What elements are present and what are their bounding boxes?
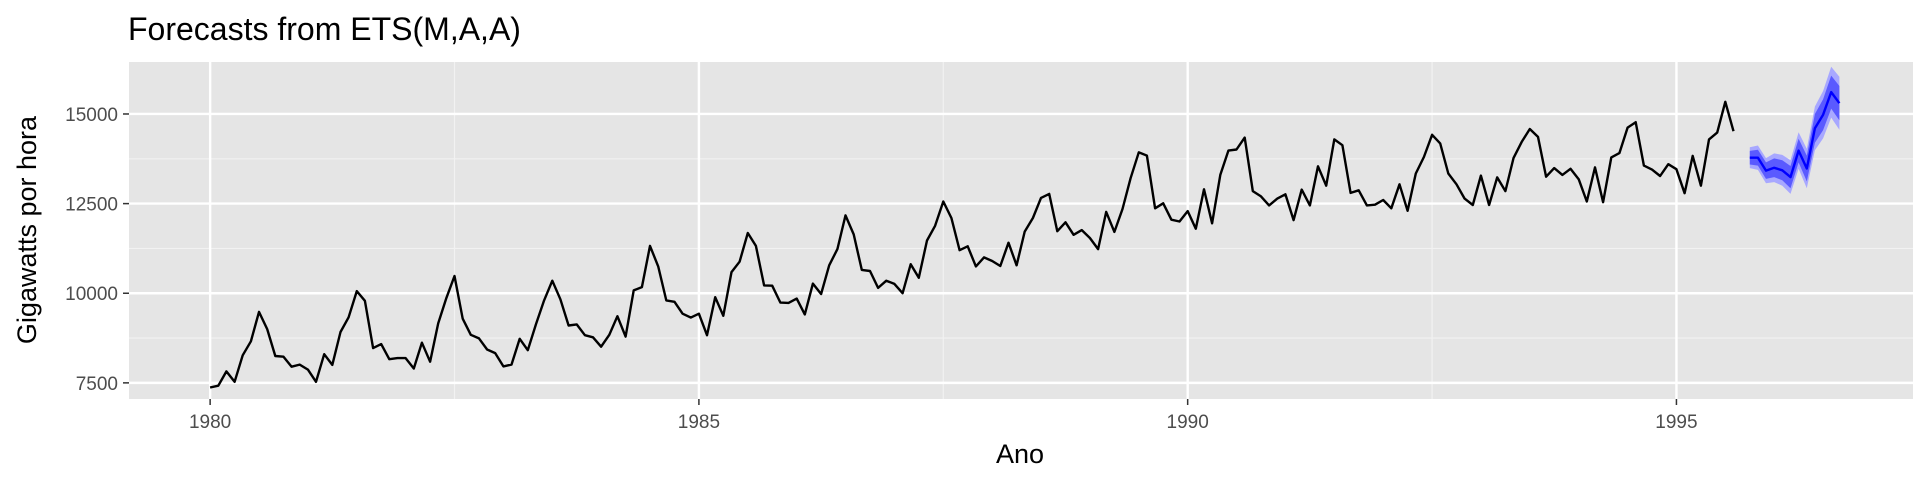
- grid-lines: [129, 62, 1913, 399]
- x-tick-label: 1995: [1655, 412, 1697, 433]
- y-tick-label: 7500: [76, 374, 118, 395]
- prediction-intervals: [1749, 66, 1840, 194]
- observed-series-line: [209, 100, 1735, 389]
- y-tick-label: 10000: [65, 284, 118, 305]
- x-tick-label: 1980: [189, 412, 231, 433]
- series-lines: [209, 90, 1841, 389]
- prediction-interval-80: [1749, 75, 1840, 189]
- forecast-mean-line: [1749, 90, 1841, 179]
- y-tick-label: 12500: [65, 195, 118, 216]
- x-axis-title: Ano: [996, 439, 1044, 469]
- x-axis: 1980 1985 1990 1995: [189, 399, 1698, 433]
- x-tick-label: 1985: [678, 412, 720, 433]
- y-axis: 7500 10000 12500 15000: [65, 105, 129, 395]
- y-axis-title: Gigawatts por hora: [12, 115, 42, 344]
- y-tick-label: 15000: [65, 105, 118, 126]
- x-tick-label: 1990: [1167, 412, 1209, 433]
- plot-panel: [129, 62, 1913, 399]
- chart-title: Forecasts from ETS(M,A,A): [128, 11, 521, 47]
